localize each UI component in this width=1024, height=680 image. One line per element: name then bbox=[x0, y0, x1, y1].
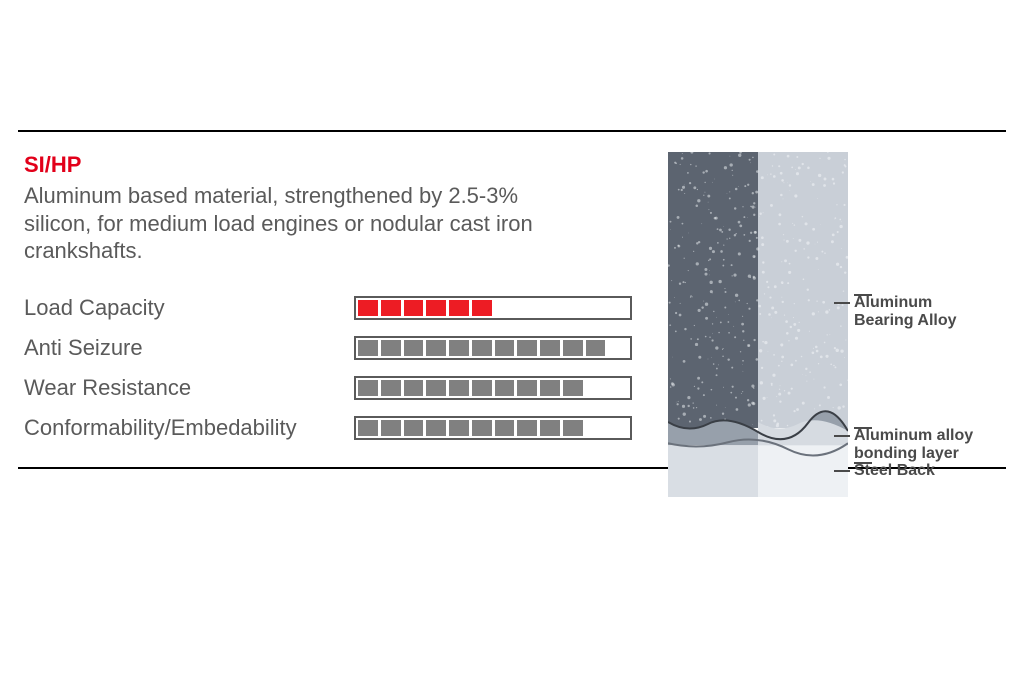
metric-label: Wear Resistance bbox=[24, 375, 354, 401]
bar-segment bbox=[449, 420, 469, 436]
metric-row: Wear Resistance bbox=[24, 375, 632, 401]
material-panel: SI/HP Aluminum based material, strengthe… bbox=[18, 130, 1006, 469]
bar-segment bbox=[381, 340, 401, 356]
bar-segment bbox=[563, 300, 583, 316]
bar-segment bbox=[472, 340, 492, 356]
bar-segment bbox=[426, 340, 446, 356]
bar-segment bbox=[449, 340, 469, 356]
metric-label: Anti Seizure bbox=[24, 335, 354, 361]
metric-row: Anti Seizure bbox=[24, 335, 632, 361]
metric-label: Load Capacity bbox=[24, 295, 354, 321]
annotation-text: Steel Back bbox=[854, 462, 935, 479]
annotation-text: Bearing Alloy bbox=[854, 312, 957, 329]
bar-segment bbox=[381, 380, 401, 396]
bar-segment bbox=[540, 380, 560, 396]
metric-bar bbox=[354, 336, 632, 360]
bar-segment bbox=[449, 380, 469, 396]
annotation-text: bonding layer bbox=[854, 445, 959, 462]
annotation-text: Aluminum alloy bbox=[854, 427, 973, 444]
annotation-alloy: Aluminum Bearing Alloy bbox=[854, 294, 957, 329]
bar-segment bbox=[404, 420, 424, 436]
bar-segment bbox=[517, 340, 537, 356]
cross-section-column: Aluminum Bearing Alloy Aluminum alloy bo… bbox=[668, 152, 988, 441]
bar-segment bbox=[472, 420, 492, 436]
bar-segment bbox=[381, 420, 401, 436]
info-column: SI/HP Aluminum based material, strengthe… bbox=[24, 152, 632, 441]
bar-segment bbox=[449, 300, 469, 316]
bar-segment bbox=[563, 380, 583, 396]
bar-segment bbox=[358, 300, 378, 316]
bar-segment bbox=[495, 420, 515, 436]
metric-bar bbox=[354, 376, 632, 400]
bar-segment bbox=[358, 340, 378, 356]
bar-segment bbox=[426, 420, 446, 436]
material-description: Aluminum based material, strengthened by… bbox=[24, 182, 584, 265]
bar-segment bbox=[586, 420, 606, 436]
bar-segment bbox=[426, 380, 446, 396]
bar-segment bbox=[426, 300, 446, 316]
bar-segment bbox=[608, 300, 628, 316]
metric-bar bbox=[354, 296, 632, 320]
bar-segment bbox=[517, 420, 537, 436]
bar-segment bbox=[608, 340, 628, 356]
bar-segment bbox=[404, 300, 424, 316]
metrics-list: Load Capacity Anti Seizure Wear Resistan… bbox=[24, 295, 632, 441]
metric-bar bbox=[354, 416, 632, 440]
bar-segment bbox=[563, 340, 583, 356]
bar-segment bbox=[358, 380, 378, 396]
bar-segment bbox=[381, 300, 401, 316]
bar-segment bbox=[540, 340, 560, 356]
metric-row: Conformability/Embedability bbox=[24, 415, 632, 441]
bar-segment bbox=[586, 340, 606, 356]
bar-segment bbox=[517, 380, 537, 396]
bar-segment bbox=[540, 420, 560, 436]
annotation-steel: Steel Back bbox=[854, 462, 935, 480]
bar-segment bbox=[472, 380, 492, 396]
bar-segment bbox=[563, 420, 583, 436]
bar-segment bbox=[495, 380, 515, 396]
bar-segment bbox=[586, 380, 606, 396]
material-title: SI/HP bbox=[24, 152, 632, 178]
annotation-text: Aluminum bbox=[854, 294, 932, 311]
bar-segment bbox=[404, 380, 424, 396]
metric-label: Conformability/Embedability bbox=[24, 415, 354, 441]
bar-segment bbox=[517, 300, 537, 316]
bar-segment bbox=[495, 340, 515, 356]
bar-segment bbox=[404, 340, 424, 356]
bar-segment bbox=[472, 300, 492, 316]
bar-segment bbox=[608, 420, 628, 436]
metric-row: Load Capacity bbox=[24, 295, 632, 321]
annotation-bonding: Aluminum alloy bonding layer bbox=[854, 427, 973, 462]
bar-segment bbox=[358, 420, 378, 436]
layer-diagram bbox=[668, 152, 848, 497]
bar-segment bbox=[495, 300, 515, 316]
bar-segment bbox=[608, 380, 628, 396]
bar-segment bbox=[540, 300, 560, 316]
bar-segment bbox=[586, 300, 606, 316]
